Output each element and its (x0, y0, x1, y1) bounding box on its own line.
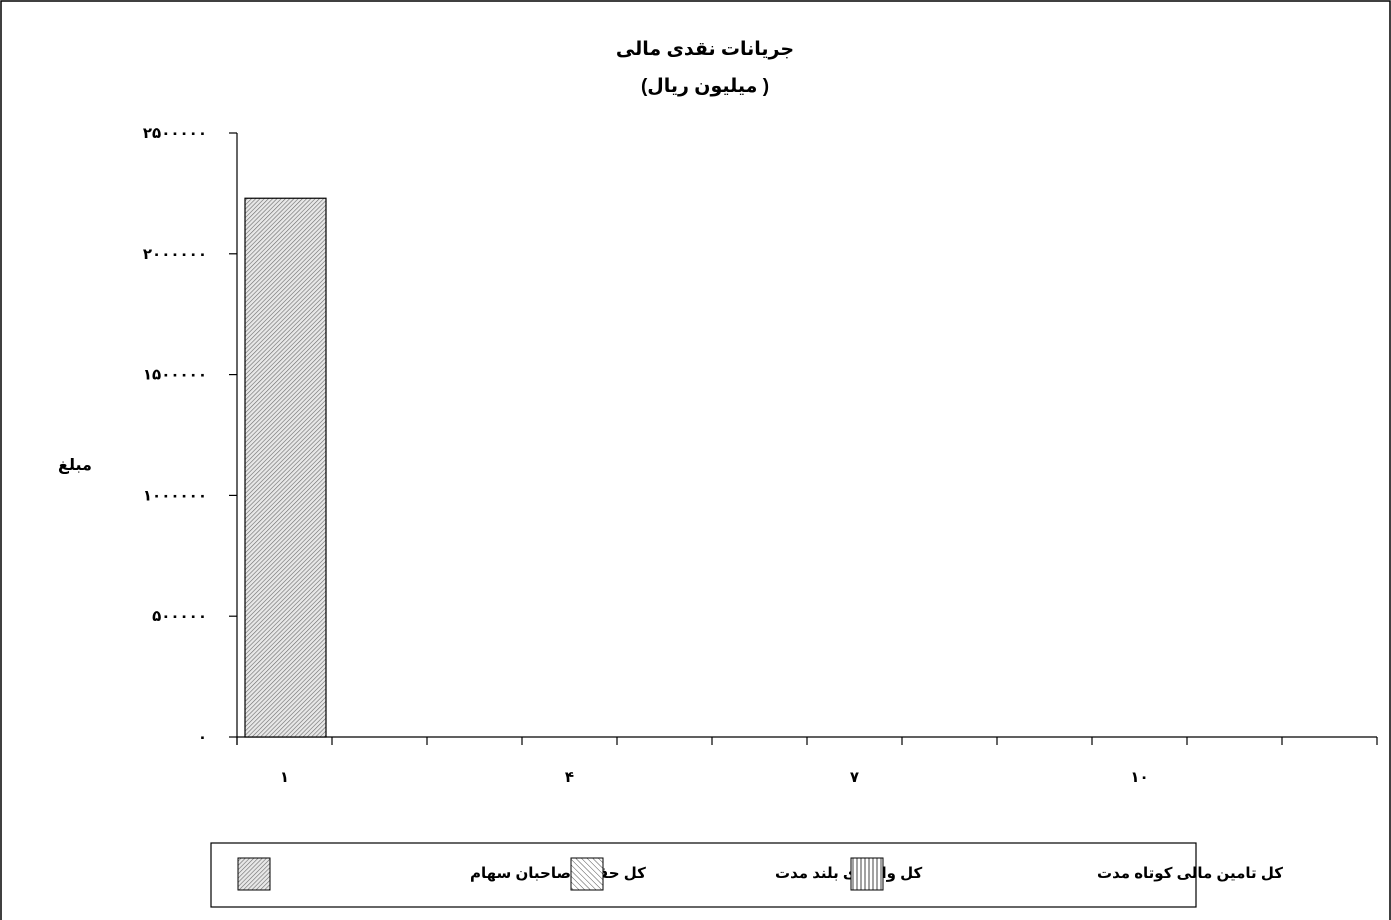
legend-swatch (570, 857, 604, 891)
y-tick-label: ٢٠٠٠٠٠٠ (143, 246, 207, 263)
y-tick-label: ۵٠٠٠٠٠ (152, 608, 207, 625)
legend-swatch (850, 857, 884, 891)
y-tick-label: ١۵٠٠٠٠٠ (143, 367, 207, 384)
legend-label: کل تامین مالی کوتاه مدت (1097, 865, 1283, 882)
chart-subtitle: ( میلیون ریال) (641, 76, 769, 97)
y-tick-label: ١٠٠٠٠٠٠ (143, 487, 207, 504)
y-axis-label: مبلغ (58, 457, 92, 474)
legend-label: کل وامهای بلند مدت (775, 865, 922, 882)
x-tick-label: ۴ (565, 769, 574, 786)
legend-box (210, 842, 1197, 908)
chart-title: جریانات نقدی مالی (616, 39, 794, 60)
x-tick-label: ١ (280, 769, 289, 786)
bar (244, 197, 327, 738)
legend-label: کل حقوق صاحبان سهام (470, 865, 646, 882)
legend: کل حقوق صاحبان سهام کل وامهای بلند مدت کل … (210, 842, 1283, 908)
x-tick-label: ٧ (850, 769, 859, 786)
y-tick-label: ٢۵٠٠٠٠٠ (143, 125, 207, 142)
y-tick-label: ٠ (198, 729, 207, 746)
plot-area: ٠ ۵٠٠٠٠٠ ١٠٠٠٠٠٠ ١۵٠٠٠٠٠ ٢٠٠٠٠٠٠ ٢۵٠٠٠٠٠ ١ ۴ ٧ ١٠ (143, 125, 1378, 786)
legend-swatch (237, 857, 271, 891)
x-tick-label: ١٠ (1130, 769, 1148, 786)
